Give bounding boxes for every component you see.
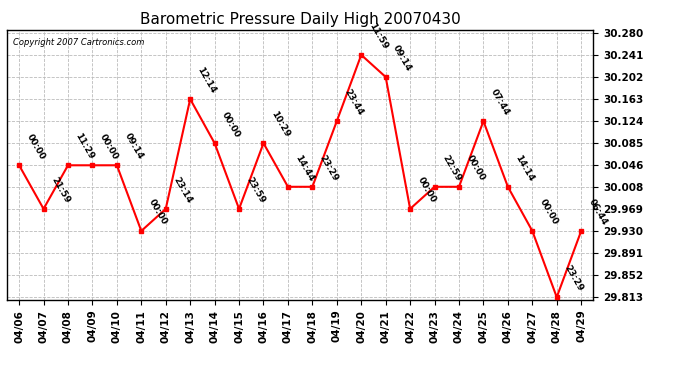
- Text: 11:29: 11:29: [74, 132, 96, 161]
- Text: 09:14: 09:14: [122, 132, 145, 161]
- Text: 00:00: 00:00: [464, 154, 486, 183]
- Text: 14:14: 14:14: [513, 153, 535, 183]
- Text: 00:00: 00:00: [415, 176, 437, 205]
- Text: 00:00: 00:00: [25, 132, 46, 161]
- Text: 12:14: 12:14: [196, 66, 218, 95]
- Text: 23:59: 23:59: [245, 175, 267, 205]
- Text: 00:00: 00:00: [98, 132, 120, 161]
- Text: 10:29: 10:29: [269, 110, 291, 139]
- Title: Barometric Pressure Daily High 20070430: Barometric Pressure Daily High 20070430: [140, 12, 460, 27]
- Text: 14:44: 14:44: [293, 153, 316, 183]
- Text: 21:59: 21:59: [49, 175, 71, 205]
- Text: 23:44: 23:44: [342, 87, 364, 117]
- Text: Copyright 2007 Cartronics.com: Copyright 2007 Cartronics.com: [13, 38, 144, 47]
- Text: 07:44: 07:44: [489, 87, 511, 117]
- Text: 11:59: 11:59: [367, 21, 389, 51]
- Text: 22:59: 22:59: [440, 153, 462, 183]
- Text: 23:29: 23:29: [562, 264, 584, 293]
- Text: 00:00: 00:00: [147, 198, 169, 227]
- Text: 00:00: 00:00: [220, 110, 242, 139]
- Text: 00:00: 00:00: [538, 198, 560, 227]
- Text: 06:44: 06:44: [586, 197, 609, 227]
- Text: 23:14: 23:14: [171, 175, 193, 205]
- Text: 23:29: 23:29: [318, 153, 340, 183]
- Text: 09:14: 09:14: [391, 44, 413, 73]
